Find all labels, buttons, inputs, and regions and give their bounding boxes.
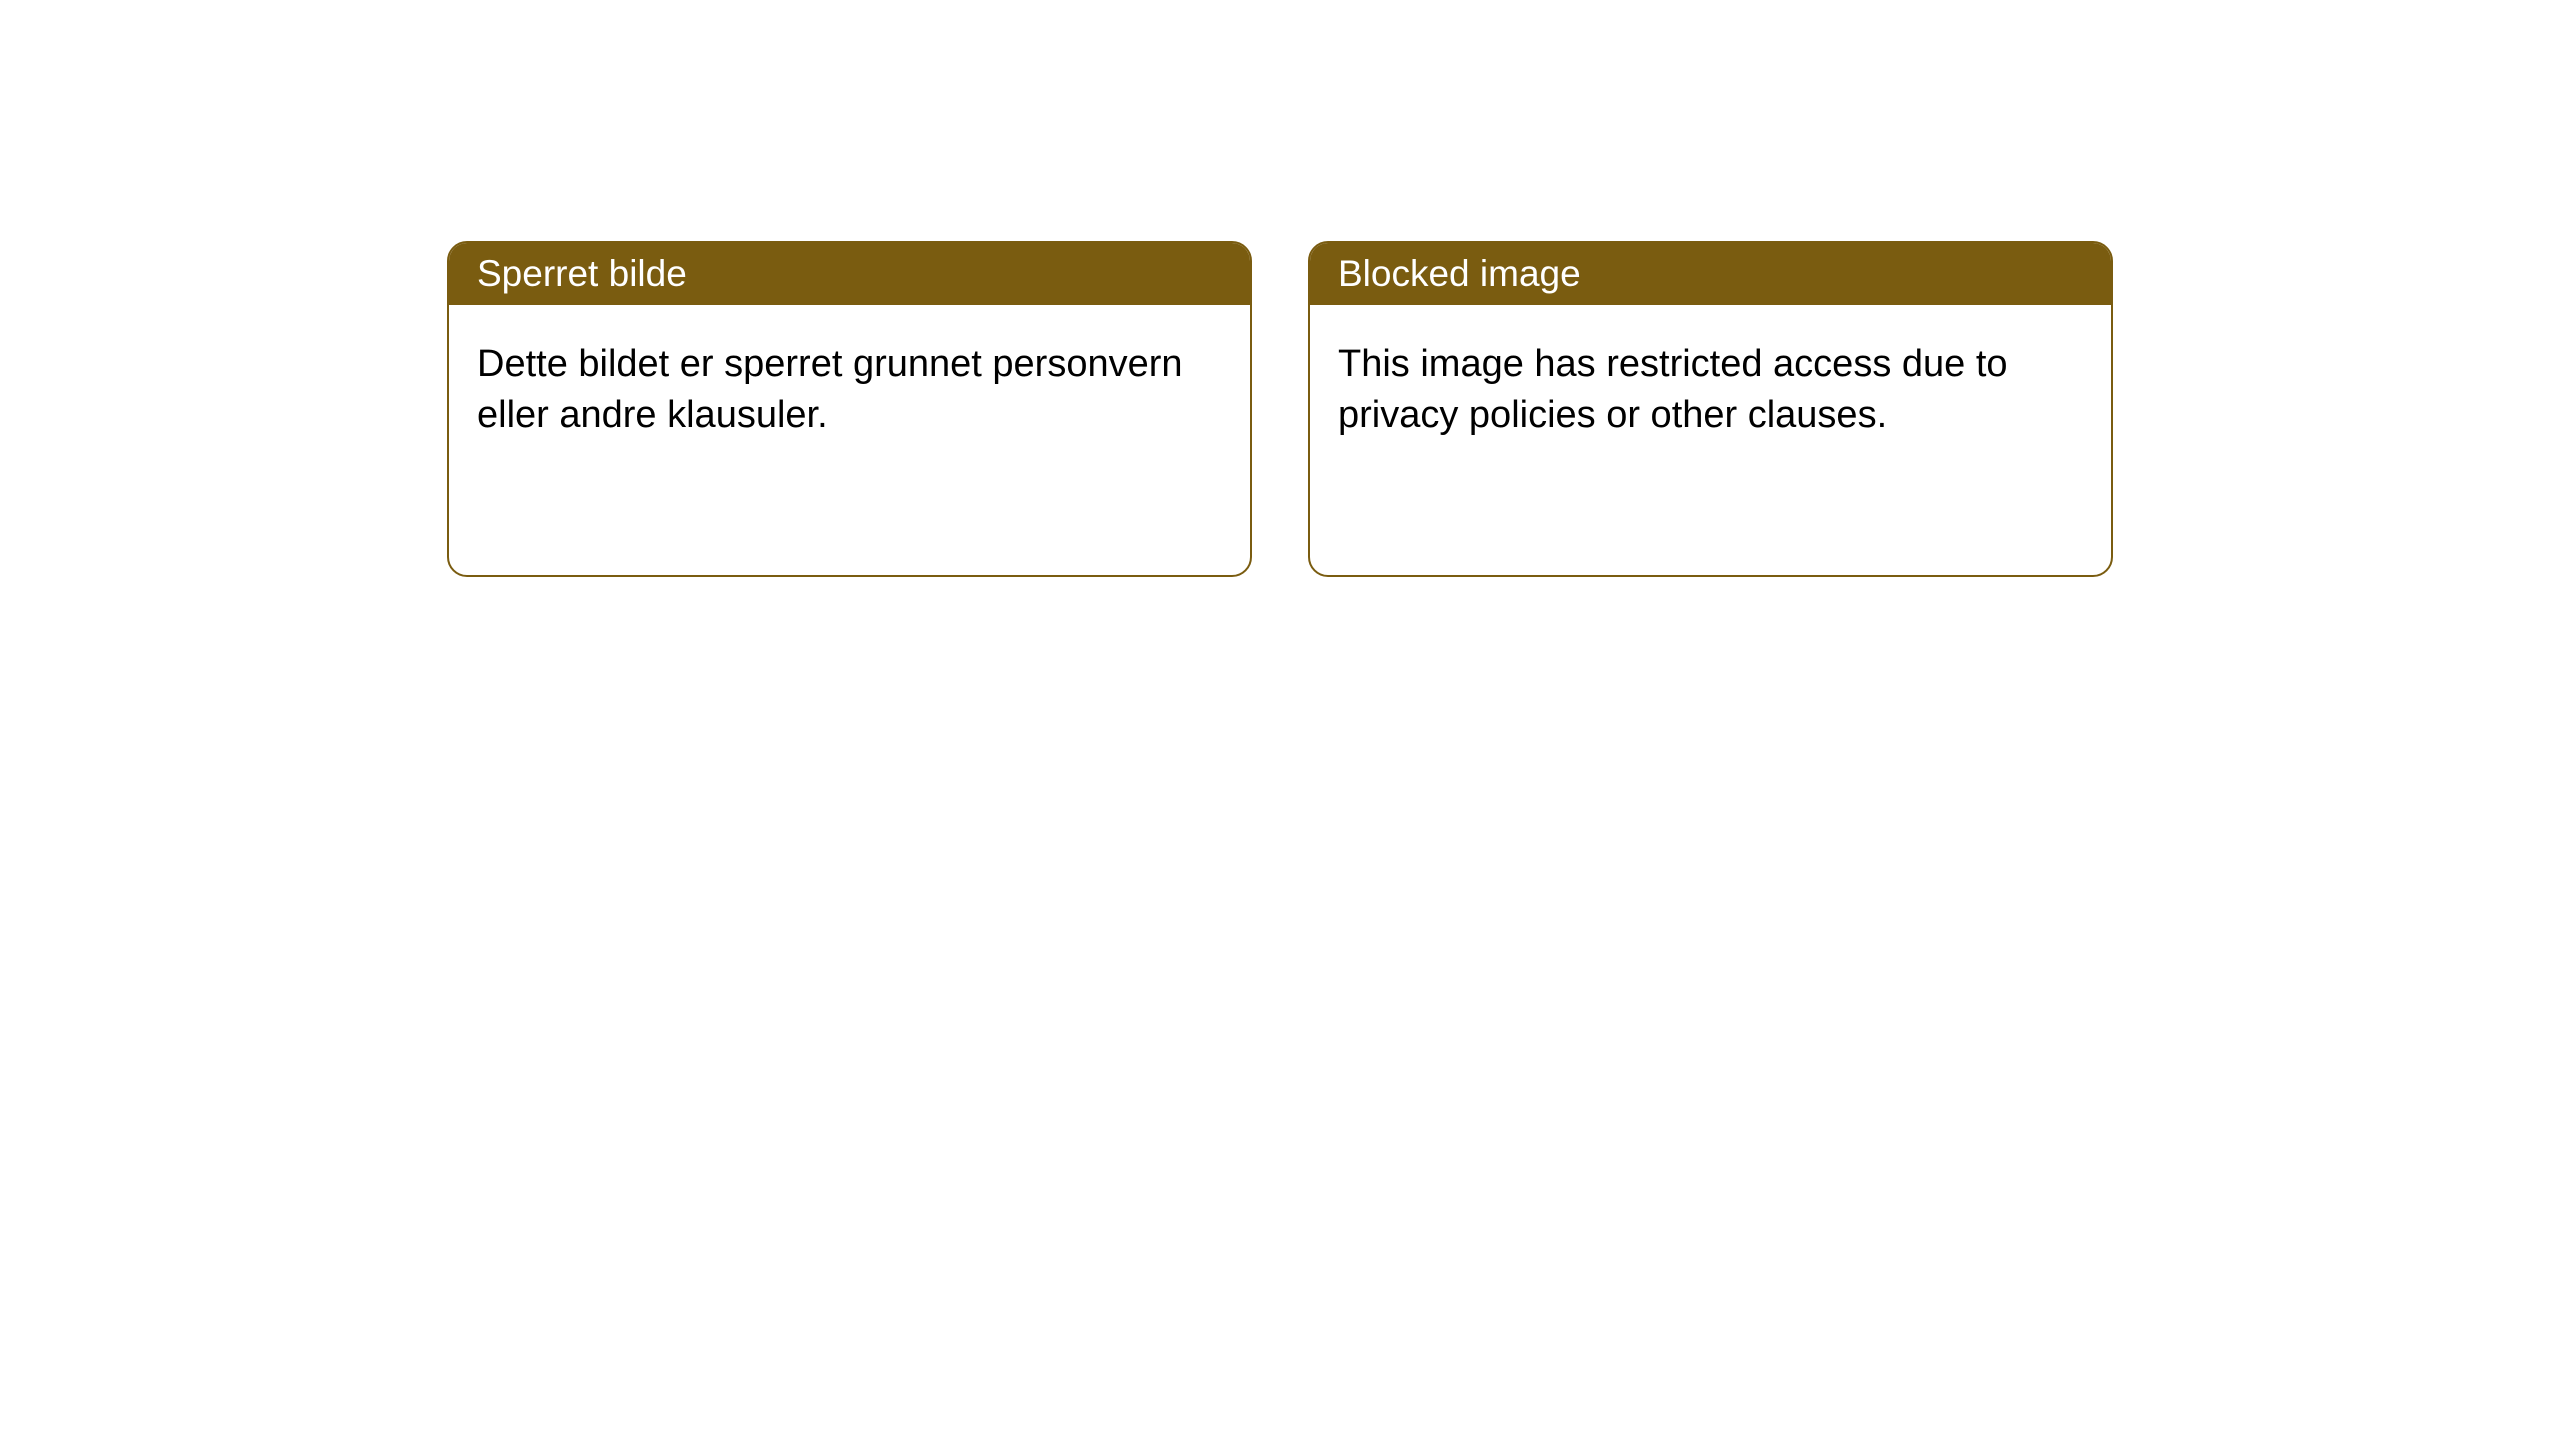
card-body: This image has restricted access due to … <box>1310 305 2111 476</box>
notice-container: Sperret bilde Dette bildet er sperret gr… <box>0 0 2560 577</box>
card-header: Sperret bilde <box>449 243 1250 305</box>
card-header: Blocked image <box>1310 243 2111 305</box>
card-body-text: This image has restricted access due to … <box>1338 343 2008 436</box>
card-header-text: Blocked image <box>1338 253 1581 294</box>
notice-card-english: Blocked image This image has restricted … <box>1308 241 2113 577</box>
card-body-text: Dette bildet er sperret grunnet personve… <box>477 343 1183 436</box>
card-header-text: Sperret bilde <box>477 253 687 294</box>
card-body: Dette bildet er sperret grunnet personve… <box>449 305 1250 476</box>
notice-card-norwegian: Sperret bilde Dette bildet er sperret gr… <box>447 241 1252 577</box>
